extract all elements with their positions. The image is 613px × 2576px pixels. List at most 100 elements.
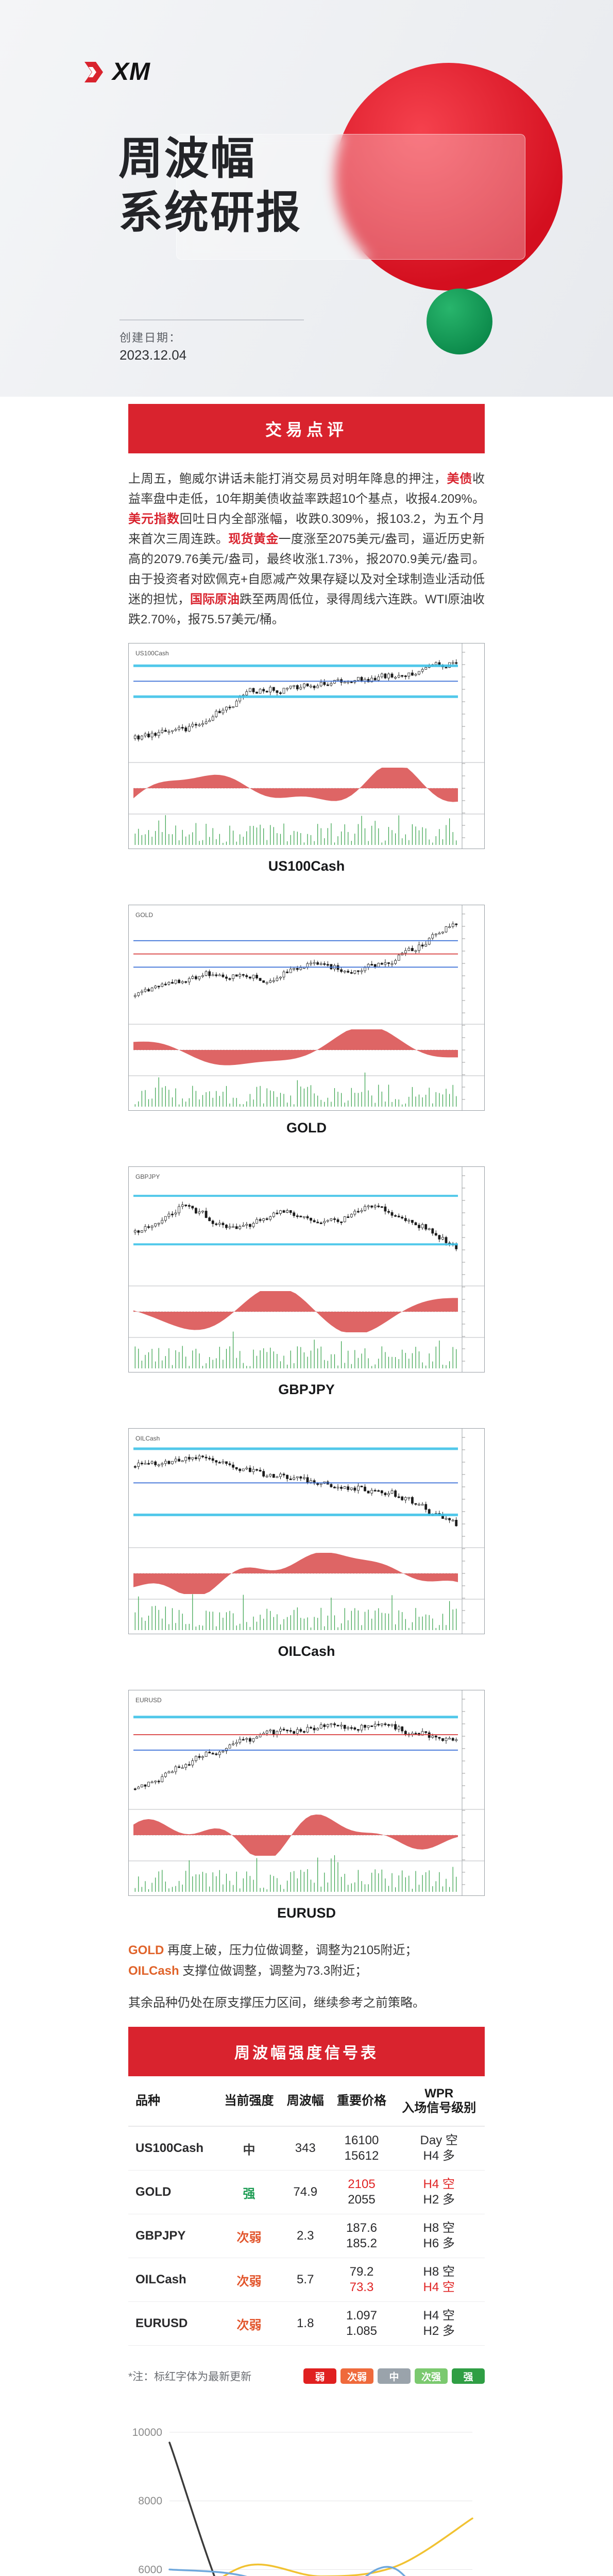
chart-block-GOLD: GOLD GOLD (128, 905, 485, 1137)
table-row: GBPJPY 次弱 2.3 187.6 185.2 H8 空 H6 多 (128, 2214, 485, 2258)
chart-block-GBPJPY: GBPJPY GBPJPY (128, 1166, 485, 1398)
column-header: 周波幅 (280, 2076, 330, 2127)
cell-key-prices: 16100 15612 (330, 2126, 394, 2171)
cell-weekly-range: 1.8 (280, 2301, 330, 2346)
cell-key-prices: 79.2 73.3 (330, 2258, 394, 2302)
strategy-line: GOLD 再度上破，压力位做调整，调整为2105附近； (128, 1940, 485, 1961)
text-segment: 现货黄金 (228, 532, 279, 546)
cell-symbol: GBPJPY (128, 2214, 218, 2258)
cell-symbol: GOLD (128, 2170, 218, 2214)
strategy-line: 其余品种仍处在原支撑压力区间，继续参考之前策略。 (128, 1993, 485, 2013)
decor-glass-panel (176, 134, 525, 260)
candle-chart-svg: GBPJPY (128, 1166, 485, 1372)
text-segment: 一度涨至2075美元/盎司，逼近历史新高的2079.76美元/盎司，最终收涨1.… (128, 532, 485, 606)
strength-chip-强: 强 (452, 2368, 485, 2384)
line-chart-svg: 020004000600080001000010.30-11.311.6-11.… (132, 2427, 473, 2576)
commentary-paragraph: 上周五，鲍威尔讲话未能打消交易员对明年降息的押注，美债收益率盘中走低，10年期美… (128, 469, 485, 630)
svg-text:EURUSD: EURUSD (135, 1697, 162, 1704)
weekly-range-line-chart: 020004000600080001000010.30-11.311.6-11.… (128, 2415, 485, 2576)
strength-legend: 弱次弱中次强强 (303, 2368, 485, 2384)
table-note-row: *注：标红字体为最新更新 弱次弱中次强强 (128, 2368, 485, 2384)
text-segment: 收益率盘中走低，10年期美债收益率跌超10个基点，收报4.209%。 (128, 472, 485, 506)
table-row: US100Cash 中 343 16100 15612 Day 空 H4 多 (128, 2126, 485, 2171)
column-header: 当前强度 (217, 2076, 281, 2127)
cell-wpr-signal: H4 空 H2 多 (393, 2170, 485, 2214)
strength-chip-次强: 次强 (415, 2368, 448, 2384)
cell-strength: 次弱 (217, 2258, 281, 2302)
cell-weekly-range: 2.3 (280, 2214, 330, 2258)
candle-charts-section: US100Cash US100Cash GOLD GOLD GBPJPY GBPJPY OI… (128, 643, 485, 1922)
cell-weekly-range: 74.9 (280, 2170, 330, 2214)
strength-badge: 次弱 (236, 2274, 262, 2289)
text-segment: 回吐日内全部涨幅，收跌0.309%，报103.2，为五个月来首次三周连跌。 (128, 512, 485, 546)
strength-chip-中: 中 (378, 2368, 411, 2384)
strategy-line: OILCash 支撑位做调整，调整为73.3附近； (128, 1961, 485, 1981)
cell-weekly-range: 5.7 (280, 2258, 330, 2302)
text-segment: 美元指数 (128, 512, 180, 526)
cell-strength: 次弱 (217, 2301, 281, 2346)
svg-text:GOLD: GOLD (135, 911, 153, 919)
strength-badge: 次弱 (236, 2318, 262, 2332)
cell-symbol: US100Cash (128, 2126, 218, 2171)
header-divider (120, 319, 304, 320)
chart-caption-EURUSD: EURUSD (277, 1905, 336, 1921)
cell-strength: 次弱 (217, 2214, 281, 2258)
cell-wpr-signal: Day 空 H4 多 (393, 2126, 485, 2171)
svg-text:GBPJPY: GBPJPY (135, 1173, 160, 1180)
cell-key-prices: 2105 2055 (330, 2170, 394, 2214)
strength-badge: 强 (243, 2187, 256, 2201)
candle-chart-GOLD: GOLD (128, 905, 485, 1111)
cell-key-prices: 187.6 185.2 (330, 2214, 394, 2258)
text-segment: 跌至两周低位，录得周线六连跌。WTI原油收跌2.70%，报75.57美元/桶。 (128, 592, 485, 626)
cell-strength: 强 (217, 2170, 281, 2214)
text-segment: 再度上破，压力位做调整，调整为2105附近； (164, 1943, 418, 1957)
candle-chart-svg: GOLD (128, 905, 485, 1111)
cell-weekly-range: 343 (280, 2126, 330, 2171)
svg-text:8000: 8000 (138, 2495, 162, 2507)
svg-text:10000: 10000 (132, 2427, 162, 2438)
candle-chart-GBPJPY: GBPJPY (128, 1166, 485, 1372)
table-row: GOLD 强 74.9 2105 2055 H4 空 H2 多 (128, 2170, 485, 2214)
chart-block-US100Cash: US100Cash US100Cash (128, 643, 485, 875)
xm-logo-icon (84, 61, 103, 82)
candle-chart-svg: EURUSD (128, 1690, 485, 1896)
page-title: 周波幅 系统研报 (118, 132, 302, 240)
text-segment: 其余品种仍处在原支撑压力区间，继续参考之前策略。 (128, 1996, 425, 2010)
report-header: XM 周波幅 系统研报 创建日期： 2023.12.04 (0, 0, 613, 397)
page-title-line1: 周波幅 (118, 134, 256, 183)
column-header: 重要价格 (330, 2076, 394, 2127)
table-row: EURUSD 次弱 1.8 1.097 1.085 H4 空 H2 多 (128, 2301, 485, 2346)
text-segment: 支撑位做调整，调整为73.3附近； (179, 1964, 368, 1978)
xm-logo: XM (80, 58, 150, 86)
chart-caption-US100Cash: US100Cash (268, 858, 345, 874)
cell-wpr-signal: H8 空 H4 空 (393, 2258, 485, 2302)
candle-chart-svg: US100Cash (128, 643, 485, 849)
chart-block-OILCash: OILCash OILCash (128, 1428, 485, 1660)
chart-caption-GBPJPY: GBPJPY (278, 1382, 335, 1397)
column-header: WPR 入场信号级别 (393, 2076, 485, 2127)
candle-chart-EURUSD: EURUSD (128, 1690, 485, 1896)
chart-caption-GOLD: GOLD (286, 1120, 327, 1136)
xm-logo-text: XM (112, 58, 150, 86)
svg-text:US100Cash: US100Cash (135, 650, 169, 657)
section-banner-signal-table: 周波幅强度信号表 (128, 2027, 485, 2076)
strength-chip-弱: 弱 (303, 2368, 336, 2384)
cell-symbol: OILCash (128, 2258, 218, 2302)
candle-chart-US100Cash: US100Cash (128, 643, 485, 849)
cell-wpr-signal: H8 空 H6 多 (393, 2214, 485, 2258)
chart-caption-OILCash: OILCash (278, 1643, 335, 1659)
signal-table: 品种 当前强度 周波幅 重要价格 WPR 入场信号级别 US100Cash 中 343 1610… (128, 2076, 485, 2346)
created-date-value: 2023.12.04 (120, 347, 187, 363)
text-segment: GOLD (128, 1943, 164, 1957)
strength-badge: 中 (243, 2143, 256, 2157)
strength-badge: 次弱 (236, 2230, 262, 2245)
column-header: 品种 (128, 2076, 218, 2127)
text-segment: OILCash (128, 1964, 179, 1978)
table-note: *注：标红字体为最新更新 (128, 2371, 252, 2383)
strategy-notes: GOLD 再度上破，压力位做调整，调整为2105附近； OILCash 支撑位做调… (128, 1940, 485, 2013)
cell-strength: 中 (217, 2126, 281, 2171)
table-row: OILCash 次弱 5.7 79.2 73.3 H8 空 H4 空 (128, 2258, 485, 2302)
text-segment: 国际原油 (190, 592, 240, 606)
svg-text:6000: 6000 (138, 2564, 162, 2575)
decor-green-circle (427, 289, 492, 354)
